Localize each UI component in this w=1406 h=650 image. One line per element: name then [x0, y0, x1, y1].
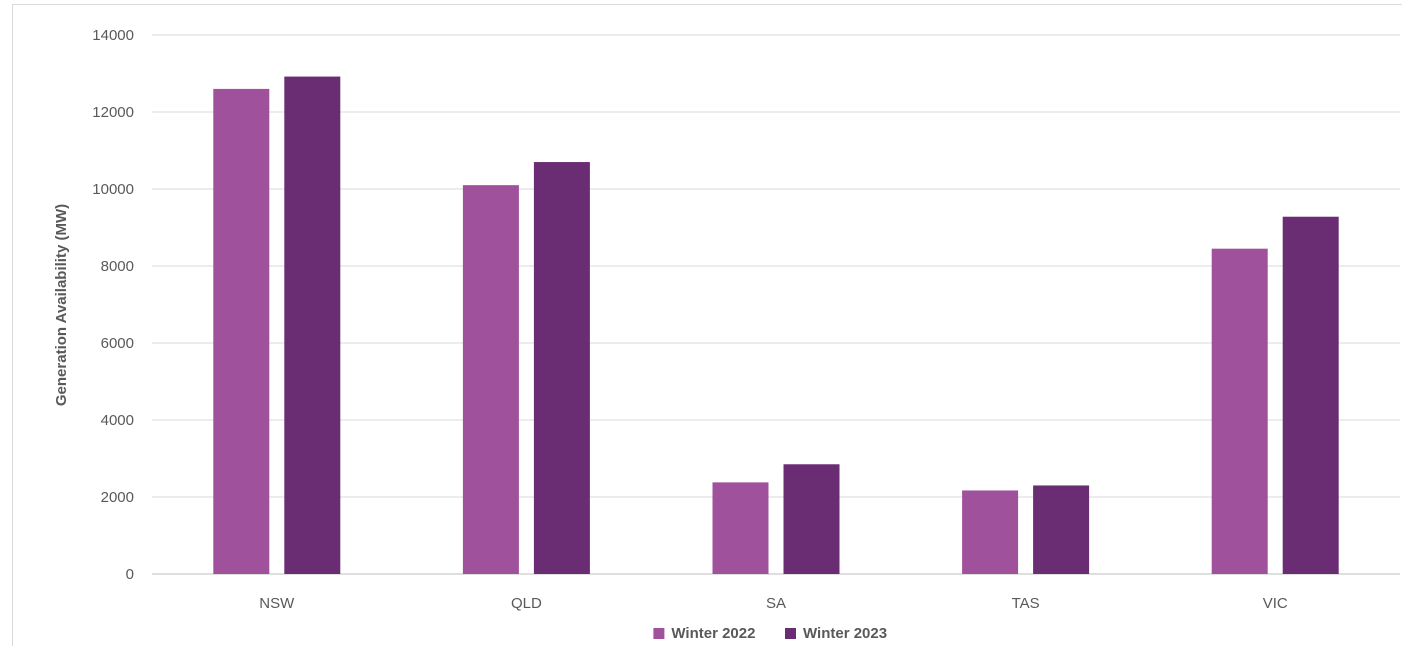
x-tick-label: TAS	[1012, 595, 1040, 612]
bar-nsw-winter-2023	[284, 76, 341, 574]
bars	[213, 76, 1339, 575]
legend-label: Winter 2022	[671, 625, 755, 642]
x-tick-label: NSW	[259, 595, 295, 612]
bar-sa-winter-2022	[712, 482, 769, 574]
bar-vic-winter-2023	[1282, 216, 1339, 574]
y-tick-label: 4000	[101, 412, 134, 429]
y-tick-label: 0	[126, 566, 134, 583]
y-tick-label: 6000	[101, 335, 134, 352]
y-tick-label: 12000	[92, 104, 134, 121]
y-axis-title: Generation Availability (MW)	[53, 204, 70, 406]
bar-qld-winter-2023	[533, 162, 590, 575]
bar-sa-winter-2023	[783, 464, 840, 574]
x-tick-label: SA	[766, 595, 786, 612]
bar-tas-winter-2022	[962, 490, 1019, 574]
bar-tas-winter-2023	[1033, 485, 1090, 574]
y-tick-label: 14000	[92, 27, 134, 44]
bar-vic-winter-2022	[1211, 248, 1268, 575]
y-axis-ticks: 0 2000 4000 6000 8000 10000 12000 14000	[92, 27, 134, 583]
bar-qld-winter-2022	[462, 185, 519, 574]
y-tick-label: 10000	[92, 181, 134, 198]
y-tick-label: 2000	[101, 489, 134, 506]
x-tick-label: QLD	[511, 595, 542, 612]
x-tick-label: VIC	[1263, 595, 1288, 612]
bar-nsw-winter-2022	[213, 88, 270, 575]
gridlines	[152, 34, 1400, 575]
legend-swatch	[785, 628, 796, 639]
chart-frame	[12, 4, 1402, 646]
legend: Winter 2022 Winter 2023	[653, 625, 887, 642]
y-tick-label: 8000	[101, 258, 134, 275]
legend-swatch	[653, 628, 665, 639]
legend-label: Winter 2023	[803, 625, 887, 642]
x-axis-ticks: NSW QLD SA TAS VIC	[259, 595, 1288, 612]
